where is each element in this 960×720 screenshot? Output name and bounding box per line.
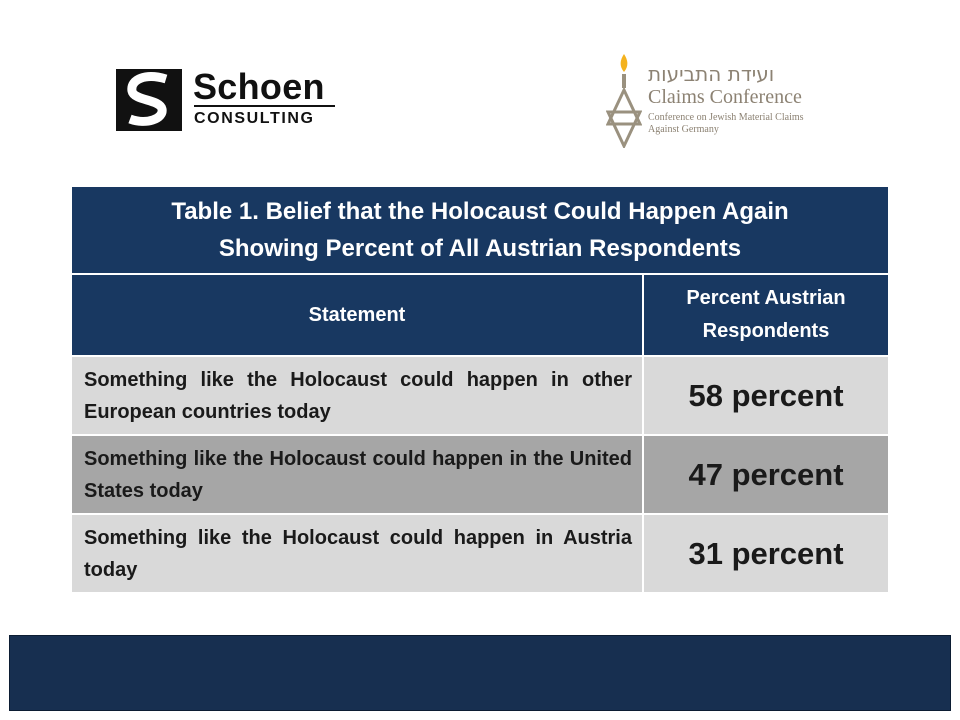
column-header-percent-line-2: Respondents <box>702 320 830 342</box>
footer-bar <box>9 635 951 711</box>
claims-tagline-line-2: Against Germany <box>648 124 719 135</box>
claims-tagline: Conference on Jewish Material Claims Aga… <box>648 112 820 136</box>
schoen-consulting-logo: Schoen CONSULTING <box>116 66 338 131</box>
claims-tagline-line-1: Conference on Jewish Material Claims <box>648 112 804 123</box>
claims-name: Claims Conference <box>648 86 802 108</box>
statement-cell: Something like the Holocaust could happe… <box>70 434 644 515</box>
statement-cell: Something like the Holocaust could happe… <box>70 355 644 436</box>
table-title: Table 1. Belief that the Holocaust Could… <box>69 185 891 275</box>
schoen-s-icon <box>116 69 182 131</box>
schoen-rule <box>194 105 335 107</box>
claims-conference-logo: ועידת התביעות Claims Conference Conferen… <box>606 52 826 148</box>
claims-hebrew-name: ועידת התביעות <box>648 62 775 86</box>
candle-star-icon <box>606 54 642 148</box>
table-header-row: Statement Percent Austrian Respondents <box>70 273 891 357</box>
schoen-wordmark: Schoen <box>193 66 325 107</box>
results-table: Table 1. Belief that the Holocaust Could… <box>69 185 891 594</box>
table-row: Something like the Holocaust could happe… <box>70 434 891 515</box>
statement-cell: Something like the Holocaust could happe… <box>70 513 644 594</box>
column-header-statement: Statement <box>70 273 644 357</box>
column-header-percent: Percent Austrian Respondents <box>641 273 891 357</box>
table-title-line-2: Showing Percent of All Austrian Responde… <box>218 235 742 262</box>
percent-cell: 31 percent <box>641 513 891 594</box>
percent-cell: 58 percent <box>641 355 891 436</box>
table-title-line-1: Table 1. Belief that the Holocaust Could… <box>171 198 789 225</box>
table-title-row: Table 1. Belief that the Holocaust Could… <box>69 185 891 275</box>
table-row: Something like the Holocaust could happe… <box>70 513 891 594</box>
column-header-percent-line-1: Percent Austrian <box>686 287 846 309</box>
table-row: Something like the Holocaust could happe… <box>70 355 891 436</box>
percent-cell: 47 percent <box>641 434 891 515</box>
schoen-subtitle: CONSULTING <box>194 110 315 127</box>
